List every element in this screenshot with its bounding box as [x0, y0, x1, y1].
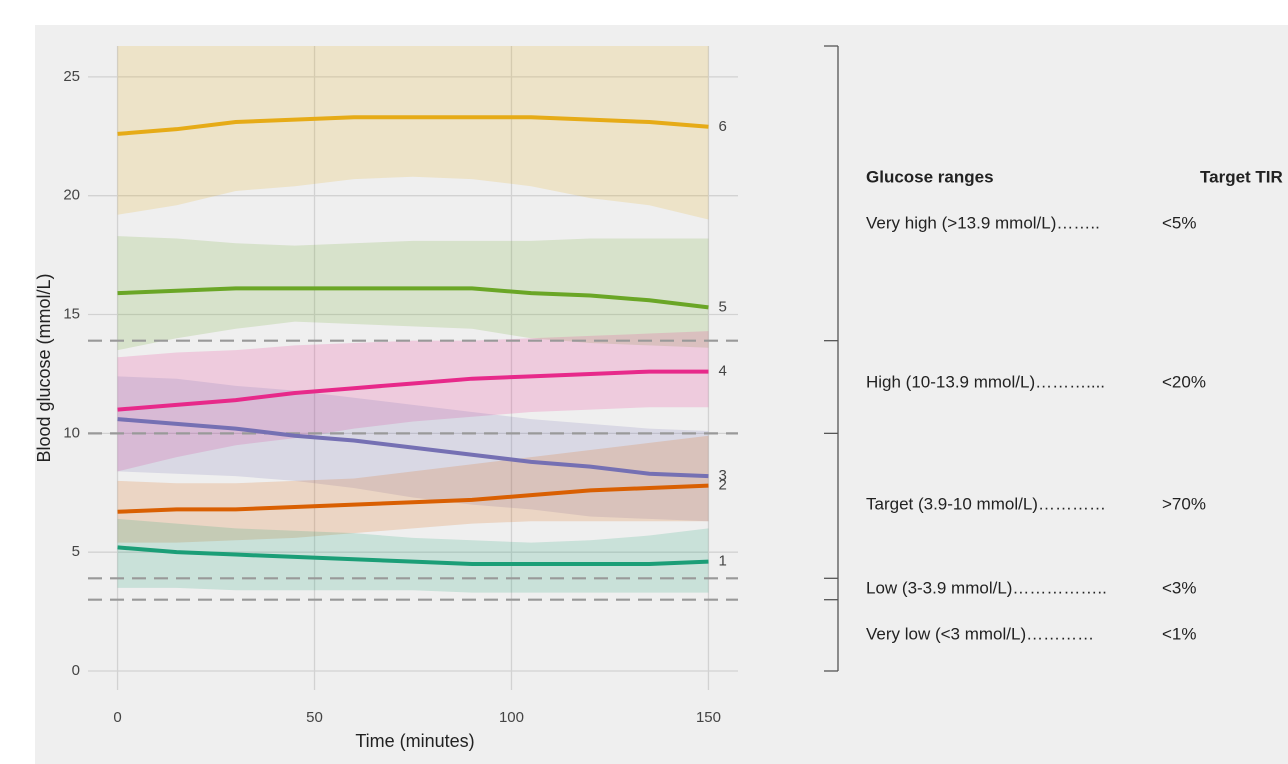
y-tick-label: 0	[72, 662, 80, 679]
x-tick-label: 150	[696, 709, 721, 726]
series-label: 2	[718, 477, 726, 494]
y-tick-label: 15	[63, 306, 80, 323]
line	[117, 286, 709, 310]
x-tick-label: 50	[306, 709, 323, 726]
x-tick-label: 0	[113, 709, 121, 726]
band	[117, 331, 709, 472]
range-label: High (10-13.9 mmol/L)………....	[866, 372, 1105, 391]
series-label: 1	[718, 553, 726, 570]
series-label: 4	[718, 363, 726, 380]
range-label: Low (3-3.9 mmol/L)……………..	[866, 578, 1107, 597]
y-tick-label: 5	[72, 543, 80, 560]
table-header: Target TIR	[1200, 167, 1283, 186]
range-label: Very high (>13.9 mmol/L)……..	[866, 213, 1100, 232]
y-tick-label: 20	[63, 187, 80, 204]
range-target: <3%	[1162, 578, 1197, 597]
band	[117, 518, 709, 593]
range-target: <20%	[1162, 372, 1206, 391]
series-label: 3	[718, 467, 726, 484]
line	[117, 545, 709, 567]
band	[117, 46, 709, 220]
y-axis-label: Blood glucose (mmol/L)	[34, 273, 54, 462]
line	[117, 369, 709, 412]
y-tick-label: 10	[63, 424, 80, 441]
panel	[35, 25, 1288, 764]
line	[117, 417, 709, 479]
line	[117, 483, 709, 514]
range-label: Target (3.9-10 mmol/L)…………	[866, 494, 1106, 513]
band	[117, 236, 709, 351]
x-axis-label: Time (minutes)	[355, 731, 474, 751]
series-label: 5	[718, 298, 726, 315]
x-tick-label: 100	[499, 709, 524, 726]
range-target: >70%	[1162, 494, 1206, 513]
range-target: <1%	[1162, 624, 1197, 643]
range-target: <5%	[1162, 213, 1197, 232]
line	[117, 115, 709, 136]
series-label: 6	[718, 118, 726, 135]
table-header: Glucose ranges	[866, 167, 994, 186]
range-label: Very low (<3 mmol/L)…………	[866, 624, 1094, 643]
y-tick-label: 25	[63, 68, 80, 85]
